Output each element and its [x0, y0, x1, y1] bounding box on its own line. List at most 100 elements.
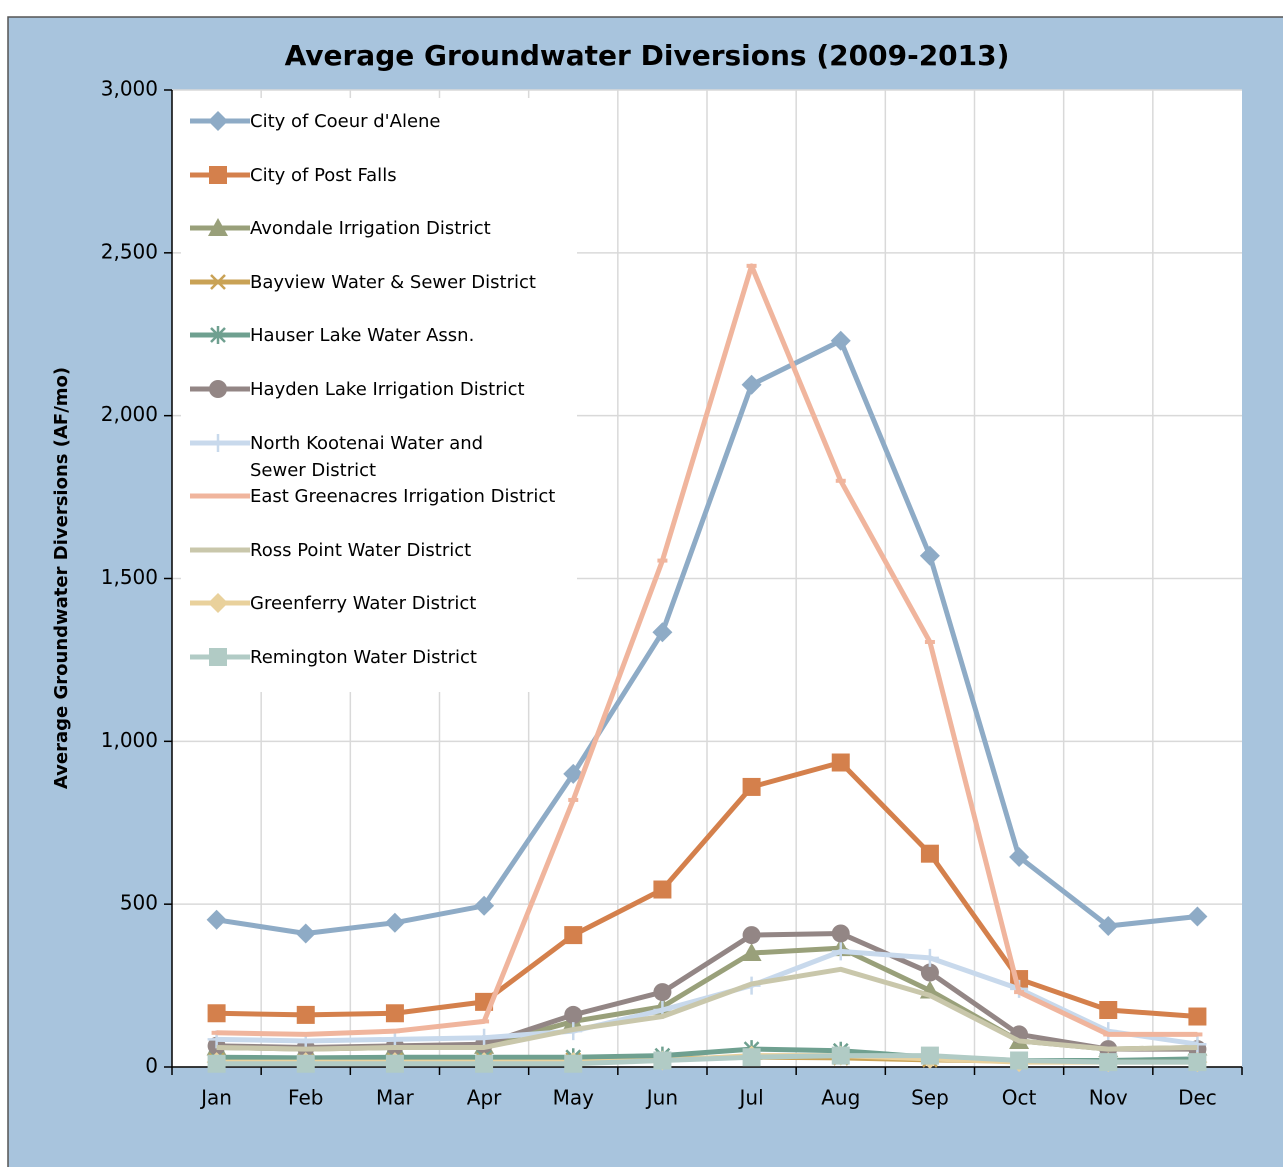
x-tick-label: Apr [467, 1086, 502, 1110]
marker [295, 923, 316, 944]
legend-label: East Greenacres Irrigation District [250, 486, 556, 508]
x-tick-label: Aug [821, 1086, 860, 1110]
y-axis-label: Average Groundwater Diversions (AF/mo) [51, 367, 72, 789]
legend-item: Avondale Irrigation District [181, 205, 577, 259]
marker [920, 1046, 939, 1065]
legend-swatch [190, 165, 250, 184]
line [216, 760, 1198, 1020]
marker [563, 763, 584, 784]
marker [742, 777, 761, 796]
marker [742, 926, 761, 945]
legend: City of Coeur d'Alene City of Post Falls A… [181, 98, 577, 692]
marker [741, 943, 762, 962]
legend-swatch [190, 547, 250, 553]
marker [208, 593, 228, 614]
marker [920, 948, 939, 967]
legend-item: Remington Water District [181, 634, 577, 688]
legend-swatch [190, 326, 250, 345]
line [216, 1053, 1198, 1067]
marker [830, 330, 851, 351]
marker [385, 1054, 404, 1073]
x-tick-label: May [553, 1086, 595, 1110]
marker [210, 326, 226, 345]
legend-item: Bayview Water & Sewer District [181, 259, 577, 313]
marker [564, 926, 583, 945]
marker [206, 909, 227, 930]
series [207, 1046, 1207, 1073]
x-tick-label: Jun [645, 1086, 678, 1110]
legend-label: Bayview Water & Sewer District [250, 271, 536, 293]
marker [209, 648, 227, 666]
legend-label: City of Coeur d'Alene [250, 111, 441, 132]
marker [920, 963, 939, 982]
marker [1099, 1001, 1118, 1020]
series [211, 263, 1203, 1037]
marker [564, 1005, 583, 1024]
marker [653, 1051, 672, 1070]
legend-label: Avondale Irrigation District [250, 218, 491, 240]
x-tick-label: Nov [1089, 1086, 1128, 1110]
series [216, 966, 1198, 1052]
marker [296, 1054, 315, 1073]
legend-item: Ross Point Water District [181, 527, 577, 581]
x-tick-label: Jul [738, 1086, 764, 1110]
marker [920, 844, 939, 863]
marker [652, 622, 673, 643]
x-tick-label: Jan [199, 1086, 232, 1110]
x-tick-label: Sep [911, 1086, 949, 1110]
chart-title: Average Groundwater Diversions (2009-201… [285, 39, 1010, 72]
y-tick-label: 500 [120, 891, 158, 915]
x-tick-label: Feb [288, 1086, 323, 1110]
legend-swatch [190, 380, 250, 398]
legend-label: City of Post Falls [250, 164, 397, 186]
marker [209, 165, 227, 184]
legend-swatch [190, 433, 250, 452]
marker [209, 380, 227, 398]
legend-item: Hauser Lake Water Assn. [181, 312, 577, 366]
marker [384, 912, 405, 933]
marker [1009, 846, 1030, 867]
y-tick-label: 1,000 [101, 728, 158, 752]
marker [475, 1054, 494, 1073]
marker [919, 545, 940, 566]
marker [742, 1048, 761, 1067]
legend-swatch [190, 648, 250, 666]
x-tick-label: Mar [376, 1086, 415, 1110]
marker [1188, 1007, 1207, 1026]
legend-item: East Greenacres Irrigation District [181, 473, 577, 527]
legend-item: City of Post Falls [181, 152, 577, 206]
legend-item: North Kootenai Water and Sewer District [181, 420, 577, 481]
legend-item: Hayden Lake Irrigation District [181, 366, 577, 420]
marker [207, 1054, 226, 1073]
legend-item: Greenferry Water District [181, 580, 577, 634]
legend-swatch [190, 273, 250, 290]
y-tick-label: 1,500 [101, 565, 158, 589]
marker [1187, 906, 1208, 927]
legend-label: Remington Water District [250, 647, 477, 668]
marker [1188, 1035, 1207, 1054]
series [207, 753, 1207, 1026]
marker [208, 218, 228, 237]
y-tick-label: 3,000 [101, 77, 158, 101]
marker [831, 942, 850, 961]
marker [210, 273, 226, 290]
series-group [206, 263, 1208, 1073]
marker [831, 924, 850, 943]
legend-item: City of Coeur d'Alene [181, 98, 577, 152]
marker [564, 1054, 583, 1073]
legend-swatch [190, 218, 250, 237]
marker [653, 880, 672, 899]
legend-label: Hayden Lake Irrigation District [250, 379, 525, 400]
marker [209, 433, 227, 452]
y-tick-label: 0 [145, 1054, 158, 1078]
marker [208, 111, 228, 131]
series [206, 330, 1208, 944]
y-tick-label: 2,500 [101, 239, 158, 263]
marker [385, 1004, 404, 1023]
x-tick-label: Oct [1002, 1086, 1037, 1110]
legend-swatch [190, 593, 250, 614]
legend-label: Greenferry Water District [250, 593, 477, 615]
line [216, 966, 1198, 1052]
